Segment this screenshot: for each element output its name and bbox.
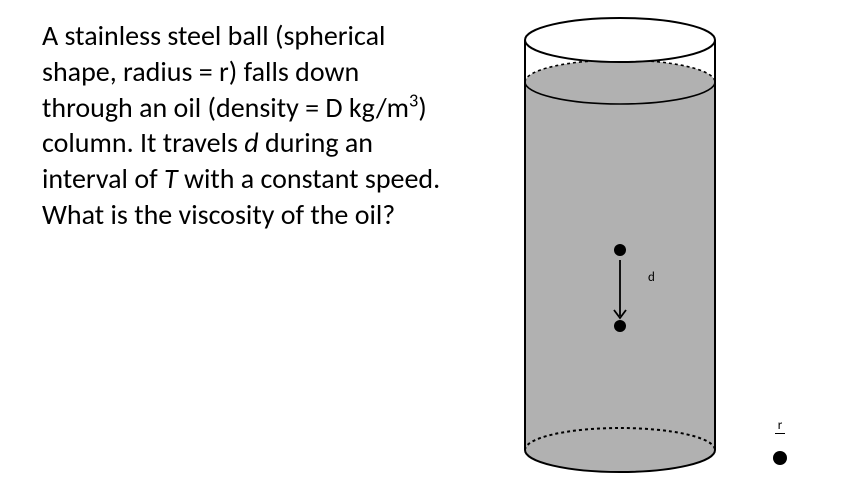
reference-ball: [773, 451, 787, 465]
text-line-1: A stainless steel ball (spherical: [42, 18, 385, 53]
r-label-text: r: [778, 418, 783, 433]
r-underline: [775, 433, 785, 434]
text-line-4a: column. It travels: [42, 125, 244, 160]
text-T: T: [164, 161, 178, 196]
text-sup-3: 3: [409, 89, 418, 111]
r-label: r: [775, 418, 785, 434]
text-line-5a: interval of: [42, 161, 164, 196]
ball-bottom: [614, 320, 626, 332]
problem-text: A stainless steel ball (spherical shape,…: [42, 18, 462, 233]
d-label: d: [648, 270, 655, 285]
text-line-6: What is the viscosity of the oil?: [42, 197, 395, 232]
text-d: d: [244, 125, 258, 160]
text-line-4b: during an: [259, 125, 373, 160]
text-line-3b: ): [418, 90, 427, 125]
text-line-2: shape, radius = r) falls down: [42, 54, 359, 89]
text-line-3a: through an oil (density = D kg/m: [42, 90, 409, 125]
text-line-5b: with a constant speed.: [178, 161, 441, 196]
cylinder-top: [525, 18, 715, 62]
ball-top: [614, 244, 626, 256]
